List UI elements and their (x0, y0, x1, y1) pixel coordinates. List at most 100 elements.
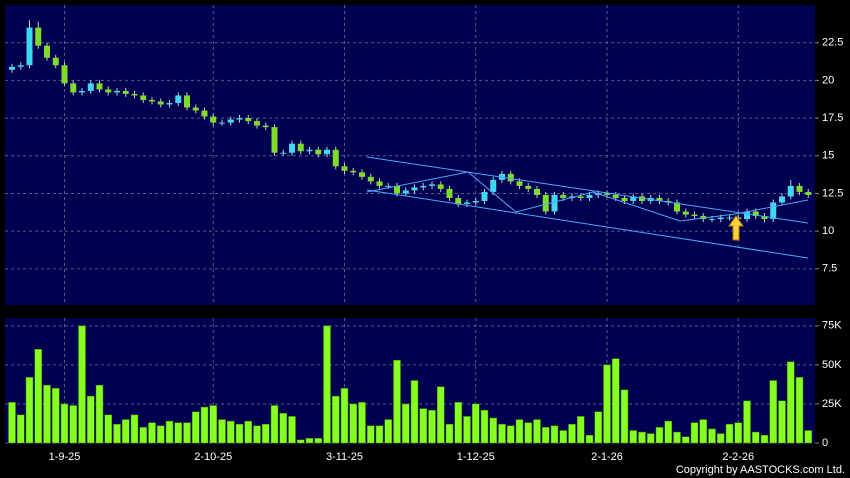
candle-body (735, 217, 742, 220)
candle-body (262, 125, 269, 128)
y-tick-label: 7.5 (822, 263, 837, 275)
volume-bar (647, 433, 655, 444)
volume-bar (358, 402, 366, 444)
volume-bar (340, 388, 349, 444)
volume-bar (130, 414, 139, 444)
volume-bar (445, 424, 454, 444)
volume-bar (113, 424, 121, 444)
candle-body (254, 121, 260, 126)
price-panel (5, 5, 815, 305)
candle-body (674, 202, 680, 212)
channel-lower (366, 189, 809, 259)
volume-bar (402, 403, 410, 444)
volume-bar (699, 419, 707, 444)
volume-bar (209, 405, 217, 444)
candle-body (446, 188, 453, 198)
volume-bar (122, 419, 130, 444)
candle-body (682, 211, 689, 215)
candle-body (717, 217, 724, 220)
trend-lines (366, 156, 809, 259)
volume-bar (349, 403, 357, 444)
volume-bar (725, 424, 734, 444)
candle-body (332, 149, 339, 167)
volume-bar (787, 361, 795, 444)
volume-bar (384, 419, 392, 444)
volume-bar (664, 420, 672, 444)
volume-bar (367, 425, 375, 444)
volume-bar (174, 422, 182, 444)
y-tick-label: 15 (822, 150, 834, 162)
candle-body (612, 194, 619, 198)
candle-body (219, 122, 225, 124)
y-tick-label: 0 (822, 437, 828, 449)
y-tick-label: 25K (822, 398, 842, 410)
candle-body (52, 57, 59, 66)
candle-body (157, 101, 164, 105)
volume-bar (410, 380, 419, 444)
volume-bar (87, 395, 95, 444)
candle-body (184, 95, 190, 108)
candle-body (17, 65, 24, 67)
candle-body (411, 187, 418, 191)
candle-body (306, 149, 313, 152)
volume-bar (638, 431, 646, 444)
candle-body (691, 214, 698, 217)
candle-body (166, 102, 173, 105)
candle-body (586, 194, 593, 198)
candle-body (367, 176, 374, 182)
volume-bar (200, 406, 209, 444)
volume-bar (270, 405, 279, 444)
volume-bar (629, 430, 637, 444)
candle-body (210, 116, 217, 123)
candle-body (35, 27, 42, 46)
volume-bar (52, 388, 60, 444)
x-tick-label: 1-12-25 (457, 451, 495, 463)
candle-body (656, 197, 663, 201)
volume-bar (472, 403, 480, 444)
signal-arrow (728, 215, 744, 241)
y-tick-label: 10 (822, 225, 834, 237)
candle-body (481, 191, 488, 201)
x-tick-label: 2-2-26 (722, 451, 754, 463)
candle-body (315, 149, 322, 155)
candle-body (114, 90, 120, 93)
candle-body (9, 66, 15, 70)
volume-bar (804, 430, 812, 444)
volume-bar (95, 384, 104, 444)
candle-body (402, 190, 409, 194)
volume-bar (752, 431, 760, 444)
candle-body (560, 194, 567, 198)
volume-bar (673, 431, 681, 444)
volume-bar (437, 386, 445, 444)
candle-body (131, 93, 138, 96)
volume-bar (743, 400, 751, 444)
volume-bar (682, 436, 690, 444)
volume-bar (332, 395, 340, 444)
volume-bar (69, 405, 77, 444)
volume-bar (253, 425, 261, 444)
x-tick-label: 2-10-25 (194, 451, 232, 463)
volume-bar (734, 422, 742, 444)
candle-body (227, 119, 234, 123)
copyright: Copyright by AASTOCKS.com Ltd. (676, 464, 845, 476)
candle-body (140, 95, 147, 100)
volume-bar (690, 422, 699, 444)
candle-body (87, 83, 94, 91)
volume-bar (183, 422, 191, 444)
volume-bar (524, 422, 532, 444)
volume-panel (5, 318, 815, 443)
volume-bar (603, 364, 611, 444)
candle-body (359, 172, 365, 177)
candle-body (394, 185, 400, 194)
volume-bar (235, 424, 244, 444)
candle-body (621, 197, 628, 201)
candle-body (297, 143, 304, 152)
y-tick-label: 12.5 (822, 187, 843, 199)
volume-bar (498, 424, 506, 444)
y-tick-label: 17.5 (822, 112, 843, 124)
volume-bar (165, 420, 174, 444)
candle-body (271, 127, 278, 153)
candle-body (70, 83, 77, 93)
candle-body (455, 197, 462, 204)
volume-bar (612, 358, 620, 444)
